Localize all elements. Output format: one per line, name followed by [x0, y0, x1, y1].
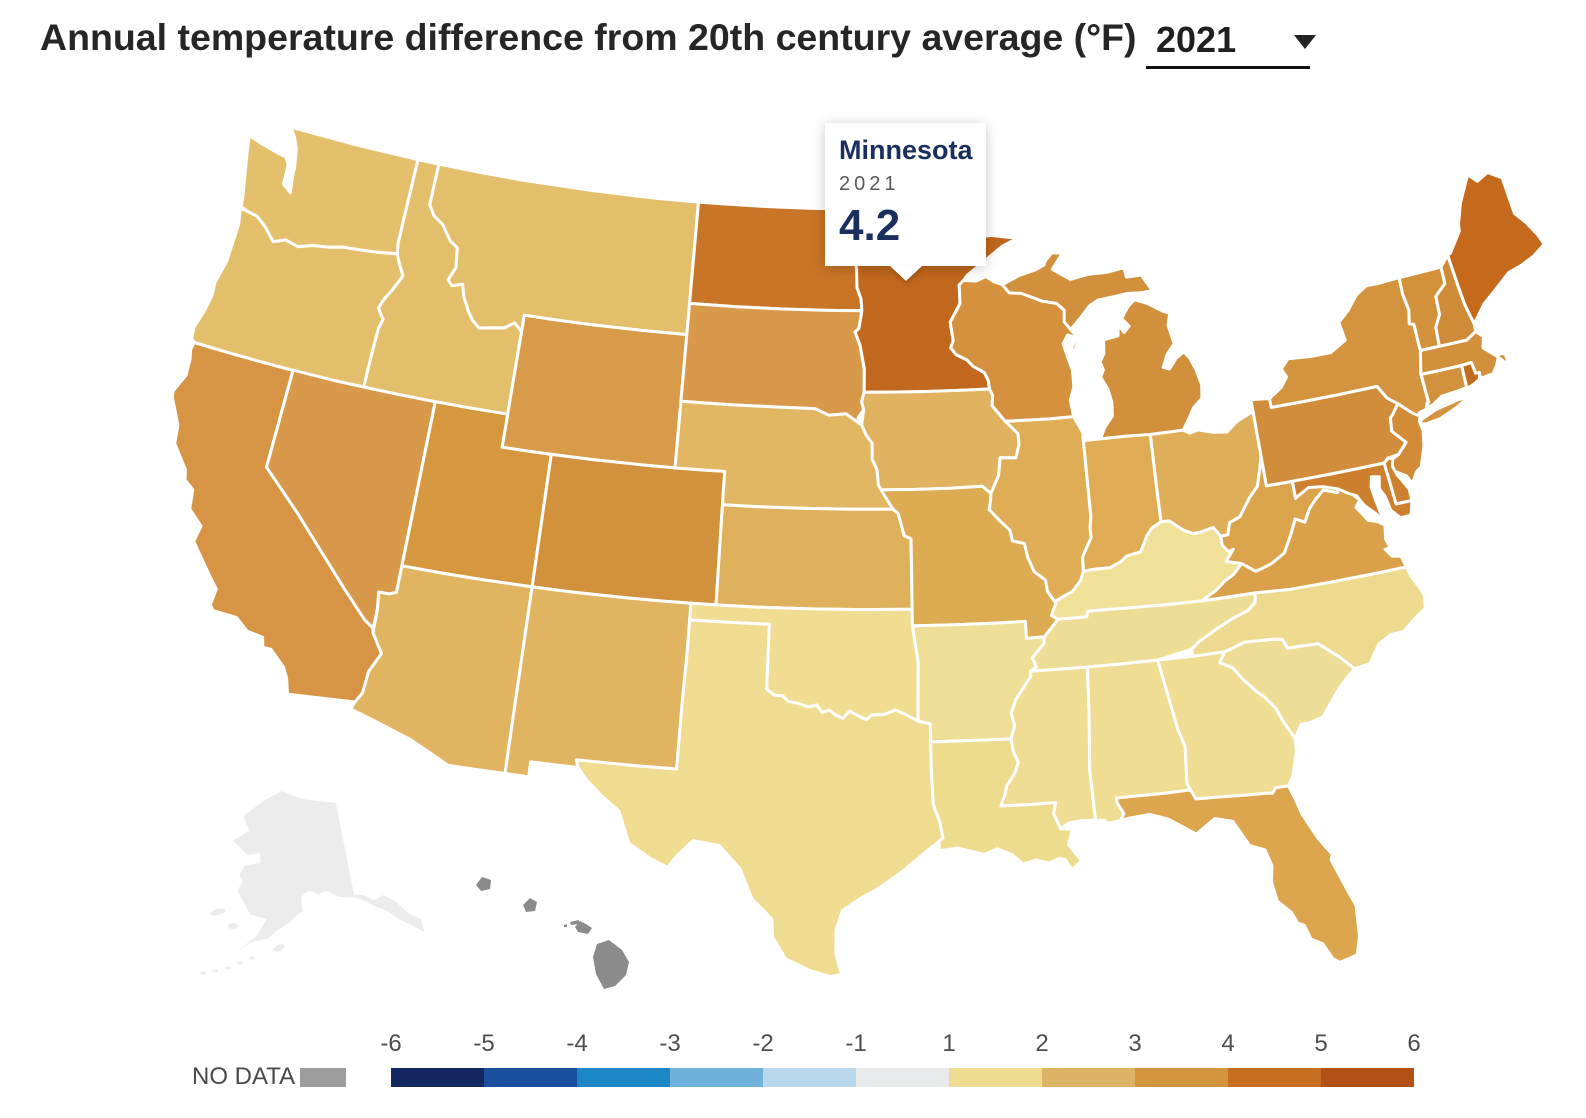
svg-text:-1: -1 — [845, 1030, 866, 1057]
svg-text:4: 4 — [1221, 1030, 1234, 1057]
svg-text:3: 3 — [1128, 1030, 1141, 1057]
svg-text:-4: -4 — [566, 1030, 587, 1057]
svg-text:6: 6 — [1407, 1030, 1420, 1057]
svg-text:-2: -2 — [752, 1030, 773, 1057]
svg-text:5: 5 — [1314, 1030, 1327, 1057]
svg-text:-3: -3 — [659, 1030, 680, 1057]
svg-text:2: 2 — [1035, 1030, 1048, 1057]
svg-text:-5: -5 — [473, 1030, 494, 1057]
svg-text:-6: -6 — [380, 1030, 401, 1057]
svg-text:1: 1 — [942, 1030, 955, 1057]
